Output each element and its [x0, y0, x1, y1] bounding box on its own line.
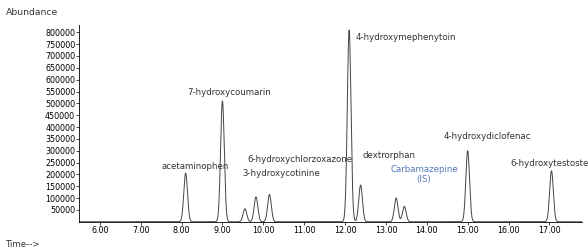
Text: 7-hydroxycoumarin: 7-hydroxycoumarin — [188, 88, 272, 98]
Text: 6-hydroxytestosterone: 6-hydroxytestosterone — [510, 159, 588, 168]
Text: acetaminophen: acetaminophen — [161, 162, 229, 171]
Text: 4-hydroxydiclofenac: 4-hydroxydiclofenac — [443, 132, 530, 141]
Text: Carbamazepine
(IS): Carbamazepine (IS) — [390, 165, 458, 184]
Text: dextrorphan: dextrorphan — [362, 151, 415, 160]
Text: 4-hydroxymephenytoin: 4-hydroxymephenytoin — [355, 33, 456, 42]
Text: 6-hydroxychlorzoxazone: 6-hydroxychlorzoxazone — [247, 155, 352, 164]
Text: Abundance: Abundance — [6, 8, 58, 17]
Text: Time-->: Time--> — [6, 240, 41, 249]
Text: 3-hydroxycotinine: 3-hydroxycotinine — [243, 169, 320, 178]
